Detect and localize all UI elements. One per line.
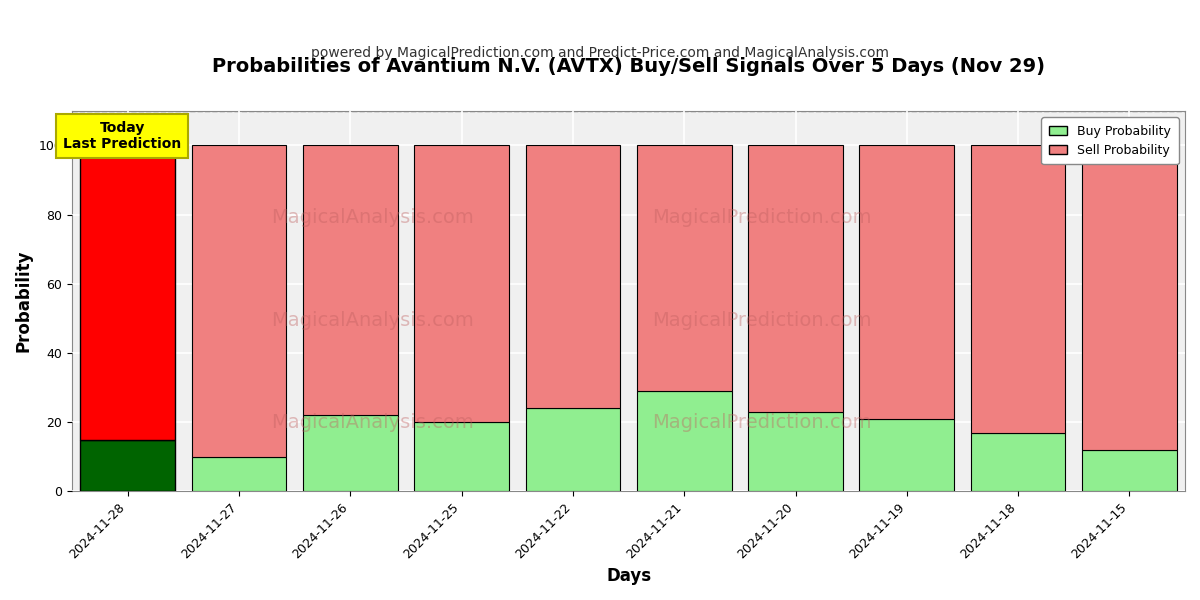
Text: MagicalPrediction.com: MagicalPrediction.com: [653, 208, 872, 227]
Bar: [859, 145, 954, 419]
Text: MagicalPrediction.com: MagicalPrediction.com: [653, 311, 872, 329]
Bar: [637, 145, 732, 391]
Text: MagicalPrediction.com: MagicalPrediction.com: [653, 413, 872, 433]
Bar: [1082, 145, 1177, 450]
Text: MagicalAnalysis.com: MagicalAnalysis.com: [271, 413, 474, 433]
Bar: [526, 145, 620, 409]
Bar: [414, 422, 509, 491]
Bar: [749, 145, 842, 412]
X-axis label: Days: Days: [606, 567, 652, 585]
Text: Today
Last Prediction: Today Last Prediction: [64, 121, 181, 151]
Text: MagicalAnalysis.com: MagicalAnalysis.com: [271, 311, 474, 329]
Bar: [637, 391, 732, 491]
Bar: [1082, 450, 1177, 491]
Bar: [192, 457, 287, 491]
Bar: [526, 409, 620, 491]
Bar: [414, 145, 509, 422]
Bar: [192, 145, 287, 457]
Bar: [304, 415, 397, 491]
Bar: [971, 433, 1066, 491]
Title: Probabilities of Avantium N.V. (AVTX) Buy/Sell Signals Over 5 Days (Nov 29): Probabilities of Avantium N.V. (AVTX) Bu…: [212, 57, 1045, 76]
Legend: Buy Probability, Sell Probability: Buy Probability, Sell Probability: [1042, 117, 1178, 164]
Bar: [859, 419, 954, 491]
Text: MagicalAnalysis.com: MagicalAnalysis.com: [271, 208, 474, 227]
Text: powered by MagicalPrediction.com and Predict-Price.com and MagicalAnalysis.com: powered by MagicalPrediction.com and Pre…: [311, 46, 889, 60]
Bar: [80, 145, 175, 440]
Y-axis label: Probability: Probability: [16, 250, 34, 352]
Bar: [304, 145, 397, 415]
Bar: [80, 440, 175, 491]
Bar: [971, 145, 1066, 433]
Bar: [749, 412, 842, 491]
